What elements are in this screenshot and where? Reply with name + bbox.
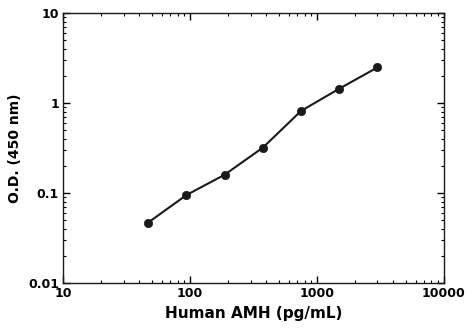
Y-axis label: O.D. (450 nm): O.D. (450 nm) [9,93,22,203]
X-axis label: Human AMH (pg/mL): Human AMH (pg/mL) [165,306,342,321]
